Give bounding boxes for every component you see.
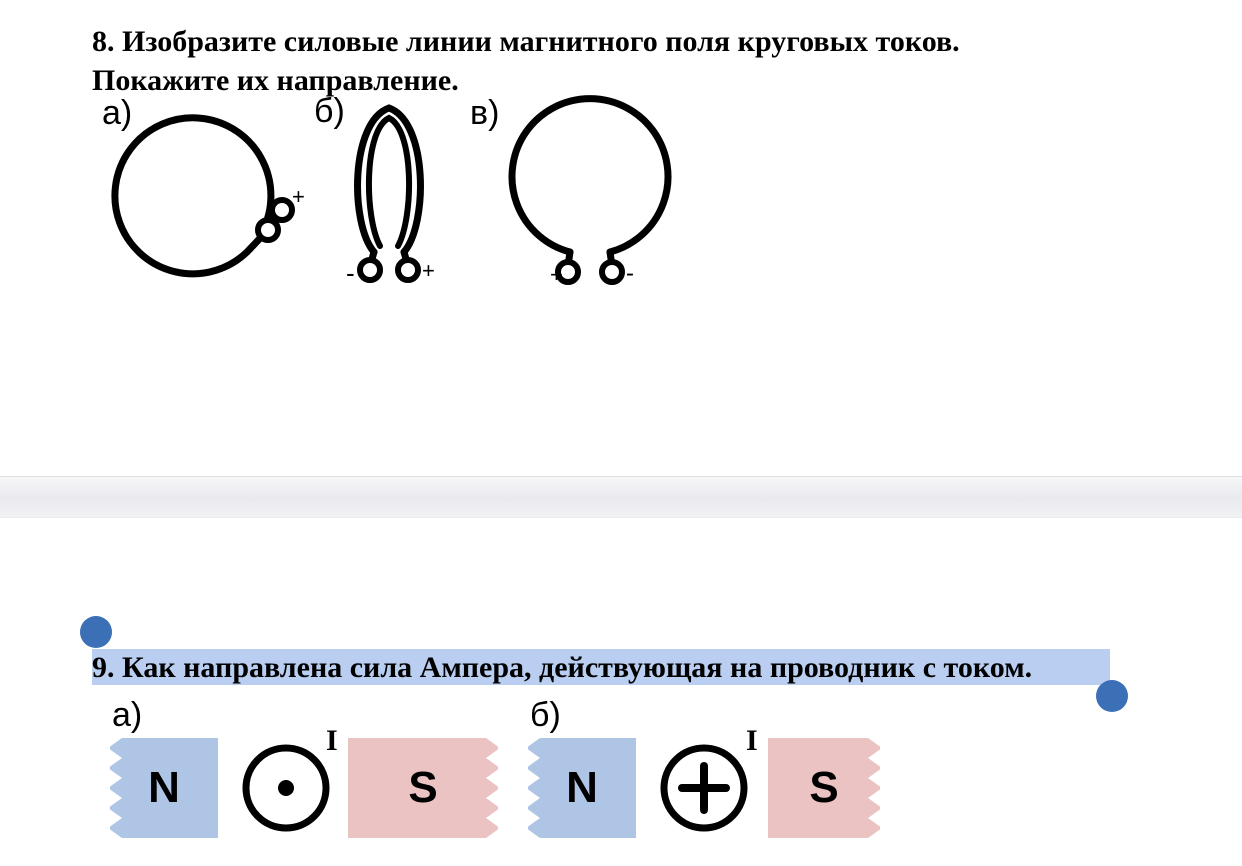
q8-fig-v-label: в)	[470, 94, 499, 133]
q8-fig-a: а) + -	[92, 94, 312, 284]
q8-fig-a-minus: -	[246, 236, 254, 264]
q9-b-s-label: S	[809, 763, 838, 813]
q8-fig-b: б) - +	[314, 94, 464, 294]
q9-a-I-label: I	[326, 724, 338, 758]
q9-b-I-label: I	[746, 724, 758, 758]
q9-text: 9. Как направлена сила Ампера, действующ…	[92, 648, 1152, 687]
q9-fig-a: а) N I S	[100, 696, 520, 856]
q8-fig-v-plus: +	[550, 262, 563, 288]
q9-b-magnet-n: N	[528, 738, 636, 838]
q8-line2: Покажите их направление.	[92, 64, 459, 97]
q8-fig-v-minus: -	[626, 260, 634, 288]
q8-text: 8. Изобразите силовые линии магнитного п…	[92, 22, 1152, 100]
q9-fig-b-label: б)	[530, 696, 561, 735]
q9-fig-a-label: а)	[112, 696, 142, 735]
q9-a-n-label: N	[148, 763, 180, 813]
page-divider	[0, 476, 1242, 518]
q8-fig-v-svg	[470, 94, 680, 294]
q9-a-magnet-s: S	[348, 738, 498, 838]
selection-start-handle[interactable]	[80, 616, 112, 648]
q8-line1: 8. Изобразите силовые линии магнитного п…	[92, 25, 960, 58]
q8-fig-b-minus: -	[346, 258, 355, 289]
q9-b-n-label: N	[566, 763, 598, 813]
q9-a-magnet-n: N	[110, 738, 218, 838]
q8-fig-a-label: а)	[102, 94, 132, 133]
q9-a-s-label: S	[408, 763, 437, 813]
q9-fig-b: б) N I S	[518, 696, 938, 856]
q8-fig-b-plus: +	[422, 258, 435, 284]
q9-b-magnet-s: S	[768, 738, 880, 838]
q9-line: 9. Как направлена сила Ампера, действующ…	[92, 651, 1032, 684]
q8-fig-v: в) + -	[470, 94, 680, 294]
q8-fig-b-label: б)	[314, 92, 345, 131]
q8-fig-a-plus: +	[292, 184, 305, 210]
page: 8. Изобразите силовые линии магнитного п…	[0, 0, 1242, 866]
